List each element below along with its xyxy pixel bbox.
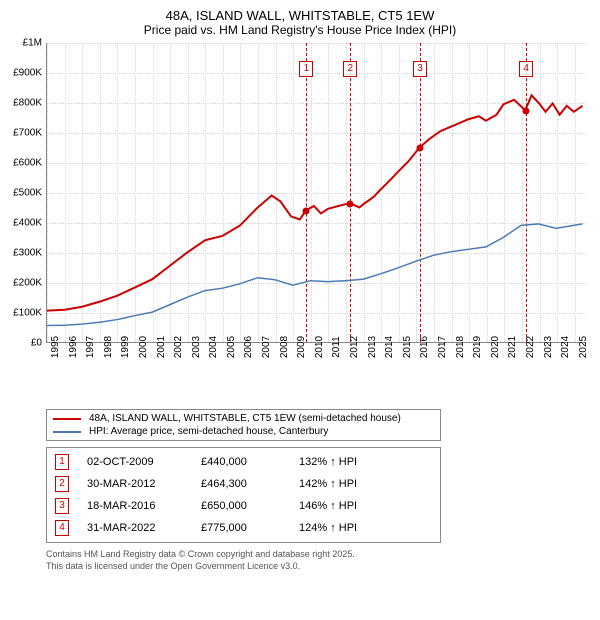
tx-price: £464,300	[201, 478, 281, 490]
tx-hpi: 132% ↑ HPI	[299, 456, 389, 468]
legend-label: HPI: Average price, semi-detached house,…	[89, 426, 328, 437]
marker-dot	[347, 200, 354, 207]
tx-marker: 3	[55, 498, 69, 514]
legend-row: 48A, ISLAND WALL, WHITSTABLE, CT5 1EW (s…	[53, 413, 434, 424]
y-tick-label: £500K	[2, 188, 42, 199]
transaction-row: 1 02-OCT-2009 £440,000 132% ↑ HPI	[55, 454, 432, 470]
y-tick-label: £900K	[2, 68, 42, 79]
y-tick-label: £0	[2, 338, 42, 349]
tx-price: £775,000	[201, 522, 281, 534]
marker-dot	[417, 145, 424, 152]
footer-line2: This data is licensed under the Open Gov…	[46, 561, 590, 573]
legend-swatch	[53, 418, 81, 420]
marker-dot	[523, 107, 530, 114]
chart-svg	[47, 43, 586, 342]
transaction-row: 2 30-MAR-2012 £464,300 142% ↑ HPI	[55, 476, 432, 492]
tx-hpi: 146% ↑ HPI	[299, 500, 389, 512]
y-tick-label: £300K	[2, 248, 42, 259]
legend-row: HPI: Average price, semi-detached house,…	[53, 426, 434, 437]
transaction-row: 3 18-MAR-2016 £650,000 146% ↑ HPI	[55, 498, 432, 514]
y-tick-label: £800K	[2, 98, 42, 109]
marker-box: 2	[343, 61, 357, 77]
tx-price: £650,000	[201, 500, 281, 512]
footer: Contains HM Land Registry data © Crown c…	[46, 549, 590, 572]
legend-label: 48A, ISLAND WALL, WHITSTABLE, CT5 1EW (s…	[89, 413, 401, 424]
tx-marker: 4	[55, 520, 69, 536]
footer-line1: Contains HM Land Registry data © Crown c…	[46, 549, 590, 561]
transaction-table: 1 02-OCT-2009 £440,000 132% ↑ HPI 2 30-MAR-20…	[46, 447, 441, 543]
plot: 1 2 3 4	[46, 43, 586, 343]
legend: 48A, ISLAND WALL, WHITSTABLE, CT5 1EW (s…	[46, 409, 441, 441]
tx-hpi: 124% ↑ HPI	[299, 522, 389, 534]
y-tick-label: £100K	[2, 308, 42, 319]
chart-container: 48A, ISLAND WALL, WHITSTABLE, CT5 1EW Pr…	[0, 0, 600, 620]
title-address: 48A, ISLAND WALL, WHITSTABLE, CT5 1EW	[10, 8, 590, 23]
tx-price: £440,000	[201, 456, 281, 468]
marker-box: 3	[413, 61, 427, 77]
y-tick-label: £1M	[2, 38, 42, 49]
chart-area: 1234 £0£100K£200K£300K£400K£500K£600K£70…	[10, 43, 588, 373]
tx-date: 30-MAR-2012	[87, 478, 183, 490]
legend-swatch	[53, 431, 81, 433]
tx-date: 02-OCT-2009	[87, 456, 183, 468]
y-tick-label: £700K	[2, 128, 42, 139]
y-tick-label: £200K	[2, 278, 42, 289]
tx-hpi: 142% ↑ HPI	[299, 478, 389, 490]
tx-marker: 1	[55, 454, 69, 470]
tx-date: 18-MAR-2016	[87, 500, 183, 512]
y-tick-label: £600K	[2, 158, 42, 169]
marker-box: 4	[519, 61, 533, 77]
y-tick-label: £400K	[2, 218, 42, 229]
tx-marker: 2	[55, 476, 69, 492]
title-subtitle: Price paid vs. HM Land Registry's House …	[10, 23, 590, 37]
marker-box: 1	[299, 61, 313, 77]
transaction-row: 4 31-MAR-2022 £775,000 124% ↑ HPI	[55, 520, 432, 536]
marker-dot	[303, 208, 310, 215]
tx-date: 31-MAR-2022	[87, 522, 183, 534]
